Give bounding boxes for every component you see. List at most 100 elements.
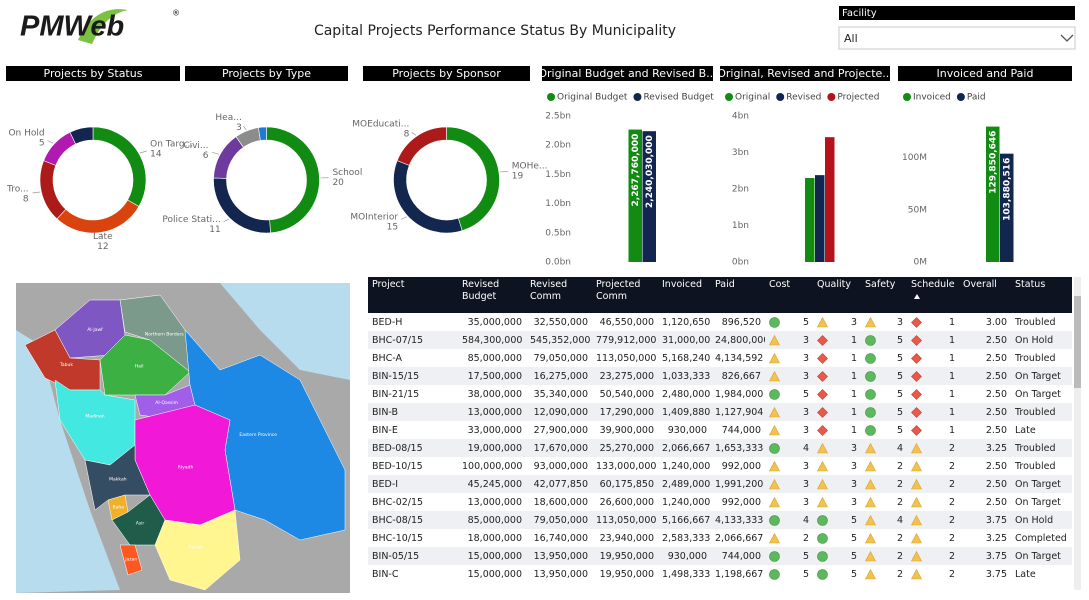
status-icon — [865, 352, 876, 364]
table-cell: 25,270,000 — [592, 439, 658, 457]
table-cell: 100,000,000 — [462, 460, 523, 472]
table-cell: 5,168,240 — [662, 352, 711, 364]
score-value: 2 — [948, 442, 955, 454]
column-header-text: Quality — [817, 279, 851, 290]
score: 2 — [911, 514, 955, 526]
icon-shape — [911, 442, 922, 453]
donut-value: 6 — [203, 151, 209, 161]
table-cell: 35,340,000 — [533, 388, 588, 400]
donut-segment — [258, 126, 267, 141]
icon-shape — [817, 352, 828, 364]
score-cell: 1 — [907, 367, 959, 385]
y-tick-label: 1.5bn — [545, 170, 571, 180]
column-header-text: Cost — [769, 279, 791, 290]
status-icon — [865, 406, 876, 418]
score-value: 3 — [802, 352, 809, 364]
table-cell: 2.50 — [985, 388, 1007, 400]
y-tick-label: 3bn — [732, 148, 749, 158]
score-cell: 5 — [765, 313, 813, 331]
score: 3 — [817, 316, 857, 328]
leader-line — [499, 171, 508, 173]
column-header-text: Revised Budget — [462, 279, 500, 302]
score-value: 2 — [802, 532, 809, 544]
score-value: 3 — [850, 442, 857, 454]
icon-shape — [911, 316, 922, 328]
bar — [825, 137, 835, 262]
table-cell: 3.75 — [959, 511, 1011, 529]
table-cell: On Target — [1011, 367, 1072, 385]
table-cell: 744,000 — [711, 547, 765, 565]
filter-value[interactable]: All — [844, 32, 858, 45]
table-cell: 2.50 — [985, 352, 1007, 364]
score-value: 2 — [896, 496, 903, 508]
bar — [1000, 153, 1014, 262]
panel-header — [6, 66, 180, 81]
table-cell: 85,000,000 — [467, 352, 522, 364]
status-icon — [817, 334, 828, 346]
score-cell: 2 — [907, 511, 959, 529]
score-value: 2 — [948, 568, 955, 580]
score: 5 — [817, 515, 857, 526]
table-cell: BHC-10/15 — [372, 532, 424, 544]
y-tick-label: 100M — [902, 153, 927, 163]
icon-shape — [911, 334, 922, 346]
score-value: 2 — [948, 460, 955, 472]
y-tick-label: 0bn — [732, 258, 749, 268]
table-cell: 2,489,000 — [658, 475, 711, 493]
table-cell: 26,600,000 — [599, 496, 654, 508]
icon-shape — [865, 514, 876, 525]
icon-shape — [911, 514, 922, 525]
scrollbar-thumb[interactable] — [1074, 296, 1081, 388]
score: 3 — [817, 478, 857, 490]
status-icon — [865, 496, 876, 507]
score: 5 — [817, 569, 857, 580]
bar — [628, 129, 642, 262]
score: 5 — [769, 551, 809, 562]
score-cell: 2 — [861, 529, 907, 547]
score-value: 1 — [948, 352, 955, 364]
score-cell: 3 — [765, 331, 813, 349]
legend-dot — [725, 93, 733, 101]
score-cell: 2 — [907, 565, 959, 583]
score-cell: 1 — [813, 331, 861, 349]
donut-value: 14 — [150, 150, 162, 160]
score-value: 5 — [896, 388, 903, 400]
status-icon — [865, 370, 876, 382]
y-tick-label: 0.5bn — [545, 228, 571, 238]
filter-dropdown[interactable] — [838, 26, 1076, 50]
panel-header — [185, 66, 348, 81]
score: 5 — [817, 533, 857, 544]
icon-shape — [911, 568, 922, 579]
table-cell: 38,000,000 — [467, 388, 522, 400]
table-cell: 12,090,000 — [526, 403, 592, 421]
score-cell: 3 — [813, 493, 861, 511]
y-tick-label: 4bn — [732, 112, 749, 122]
filter-header — [839, 6, 1075, 20]
dropdown-chevron[interactable] — [1060, 34, 1074, 42]
donut-value: 3 — [236, 123, 242, 133]
scrollbar[interactable] — [1074, 277, 1081, 590]
score-value: 1 — [948, 424, 955, 436]
status-icon — [911, 316, 922, 328]
table-row: BIN-B 13,000,000 12,090,000 17,290,000 1,409… — [368, 403, 1072, 421]
donut-value: 8 — [404, 129, 410, 139]
icon-shape — [769, 424, 780, 435]
table-cell: 3.75 — [959, 547, 1011, 565]
score-value: 5 — [896, 334, 903, 346]
status-icon — [769, 550, 780, 562]
table-cell: 17,290,000 — [592, 403, 658, 421]
table-cell: Late — [1015, 568, 1036, 580]
status-icon — [865, 478, 876, 489]
table-cell: 2.50 — [959, 331, 1011, 349]
score: 4 — [865, 442, 903, 454]
icon-shape — [769, 316, 780, 328]
icon-shape — [865, 388, 876, 400]
icon-shape — [769, 334, 780, 345]
donut-label: Police Stati... — [162, 215, 220, 225]
donut-value: 15 — [387, 223, 398, 233]
score-cell: 4 — [765, 511, 813, 529]
icon-shape — [817, 496, 828, 507]
map-region — [119, 544, 143, 576]
donut-value: 8 — [23, 194, 29, 204]
table-row: BHC-10/15 18,000,000 16,740,000 23,940,000 2… — [368, 529, 1072, 547]
